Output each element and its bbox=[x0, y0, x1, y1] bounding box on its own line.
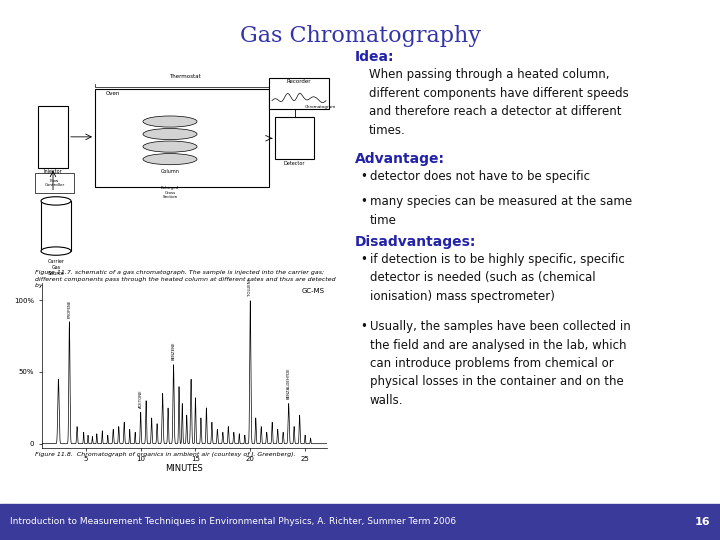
Text: •: • bbox=[360, 253, 367, 266]
Ellipse shape bbox=[143, 153, 197, 165]
Text: Figure 11.7. schematic of a gas chromatograph. The sample is injected into the c: Figure 11.7. schematic of a gas chromato… bbox=[35, 270, 336, 288]
Text: Disadvantages:: Disadvantages: bbox=[355, 235, 477, 249]
Bar bbox=[95, 90, 269, 187]
Text: TOLUENE: TOLUENE bbox=[248, 278, 252, 296]
Text: Injector: Injector bbox=[44, 169, 63, 174]
Text: When passing through a heated column,
different components have different speeds: When passing through a heated column, di… bbox=[369, 68, 629, 137]
Text: detector does not have to be specific: detector does not have to be specific bbox=[370, 170, 590, 183]
Ellipse shape bbox=[143, 116, 197, 127]
Text: •: • bbox=[360, 170, 367, 183]
X-axis label: MINUTES: MINUTES bbox=[166, 464, 203, 474]
Text: Advantage:: Advantage: bbox=[355, 152, 445, 166]
Text: BENZALDEHYDE: BENZALDEHYDE bbox=[287, 368, 291, 399]
Text: GC-MS: GC-MS bbox=[301, 288, 324, 294]
Text: Enlarged
Cross
Section: Enlarged Cross Section bbox=[161, 186, 179, 199]
Text: Detector: Detector bbox=[284, 161, 305, 166]
Text: Recorder: Recorder bbox=[287, 78, 311, 84]
Text: Oven: Oven bbox=[106, 91, 120, 96]
Text: 16: 16 bbox=[694, 517, 710, 527]
Text: Carrier
Gas
Source: Carrier Gas Source bbox=[48, 259, 65, 276]
Text: Gas Chromatography: Gas Chromatography bbox=[240, 25, 480, 47]
Text: Flow
Controller: Flow Controller bbox=[45, 179, 65, 187]
Bar bbox=[35, 173, 74, 193]
Text: Chromatogram: Chromatogram bbox=[305, 105, 336, 109]
Text: •: • bbox=[360, 195, 367, 208]
Bar bbox=[269, 78, 329, 109]
Bar bbox=[41, 201, 71, 251]
Ellipse shape bbox=[143, 141, 197, 152]
Bar bbox=[38, 106, 68, 167]
Text: Figure 11.8.  Chromatograph of organics in ambient air (courtesy of J. Greenberg: Figure 11.8. Chromatograph of organics i… bbox=[35, 452, 296, 457]
Ellipse shape bbox=[143, 129, 197, 140]
Bar bbox=[0, 504, 720, 540]
Text: if detection is to be highly specific, specific
detector is needed (such as (che: if detection is to be highly specific, s… bbox=[370, 253, 625, 303]
Ellipse shape bbox=[41, 247, 71, 255]
Text: •: • bbox=[360, 320, 367, 333]
Text: Idea:: Idea: bbox=[355, 50, 395, 64]
Text: Usually, the samples have been collected in
the field and are analysed in the la: Usually, the samples have been collected… bbox=[370, 320, 631, 407]
Text: Column: Column bbox=[161, 169, 179, 174]
Text: many species can be measured at the same
time: many species can be measured at the same… bbox=[370, 195, 632, 226]
Text: BENZENE: BENZENE bbox=[171, 342, 176, 361]
Text: Thermostat: Thermostat bbox=[169, 75, 201, 79]
Text: Introduction to Measurement Techniques in Environmental Physics, A. Richter, Sum: Introduction to Measurement Techniques i… bbox=[10, 517, 456, 526]
Text: ACETONE: ACETONE bbox=[139, 389, 143, 408]
Ellipse shape bbox=[41, 197, 71, 205]
Bar bbox=[275, 117, 314, 159]
Text: PROPENE: PROPENE bbox=[68, 299, 71, 318]
